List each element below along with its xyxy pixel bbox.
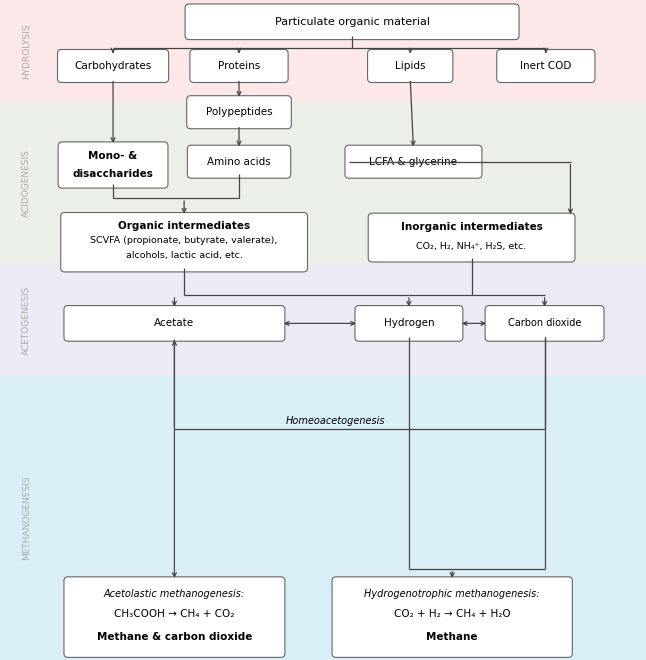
Text: Acetolastic methanogenesis:: Acetolastic methanogenesis: xyxy=(104,589,245,599)
Bar xyxy=(53,0,646,102)
Bar xyxy=(53,376,646,660)
Text: disaccharides: disaccharides xyxy=(72,169,154,180)
FancyBboxPatch shape xyxy=(497,50,595,82)
Text: HYDROLYSIS: HYDROLYSIS xyxy=(22,23,31,79)
Bar xyxy=(0,376,646,660)
FancyBboxPatch shape xyxy=(58,142,168,188)
Text: LCFA & glycerine: LCFA & glycerine xyxy=(370,156,457,167)
Text: Hydrogenotrophic methanogenesis:: Hydrogenotrophic methanogenesis: xyxy=(364,589,540,599)
Bar xyxy=(0,264,646,376)
Text: Acetate: Acetate xyxy=(154,318,194,329)
Bar xyxy=(53,264,646,376)
FancyBboxPatch shape xyxy=(64,577,285,657)
Text: METHANOGENESIS: METHANOGENESIS xyxy=(22,476,31,560)
Text: Lipids: Lipids xyxy=(395,61,426,71)
Text: ACIDOGENESIS: ACIDOGENESIS xyxy=(22,149,31,217)
Text: Carbohydrates: Carbohydrates xyxy=(74,61,152,71)
FancyBboxPatch shape xyxy=(187,96,291,129)
FancyBboxPatch shape xyxy=(185,4,519,40)
FancyBboxPatch shape xyxy=(368,50,453,82)
Text: Homeoacetogenesis: Homeoacetogenesis xyxy=(286,416,386,426)
Text: Methane & carbon dioxide: Methane & carbon dioxide xyxy=(97,632,252,642)
Bar xyxy=(53,102,646,264)
FancyBboxPatch shape xyxy=(190,50,288,82)
FancyBboxPatch shape xyxy=(187,145,291,178)
Text: Inert COD: Inert COD xyxy=(520,61,572,71)
FancyBboxPatch shape xyxy=(61,213,307,272)
Text: alcohols, lactic acid, etc.: alcohols, lactic acid, etc. xyxy=(126,251,242,260)
Bar xyxy=(0,102,646,264)
Text: Particulate organic material: Particulate organic material xyxy=(275,16,430,27)
Text: Inorganic intermediates: Inorganic intermediates xyxy=(401,222,543,232)
Text: Hydrogen: Hydrogen xyxy=(384,318,434,329)
FancyBboxPatch shape xyxy=(345,145,482,178)
Text: CH₃COOH → CH₄ + CO₂: CH₃COOH → CH₄ + CO₂ xyxy=(114,609,234,619)
Text: Amino acids: Amino acids xyxy=(207,156,271,167)
Text: Organic intermediates: Organic intermediates xyxy=(118,220,250,231)
FancyBboxPatch shape xyxy=(485,306,604,341)
FancyBboxPatch shape xyxy=(368,213,575,262)
Text: ACETOGENESIS: ACETOGENESIS xyxy=(22,285,31,355)
Text: Proteins: Proteins xyxy=(218,61,260,71)
FancyBboxPatch shape xyxy=(57,50,169,82)
FancyBboxPatch shape xyxy=(355,306,463,341)
Text: Methane: Methane xyxy=(426,632,478,642)
Text: SCVFA (propionate, butyrate, valerate),: SCVFA (propionate, butyrate, valerate), xyxy=(90,236,278,246)
FancyBboxPatch shape xyxy=(332,577,572,657)
Bar xyxy=(0,0,646,102)
FancyBboxPatch shape xyxy=(64,306,285,341)
Text: Carbon dioxide: Carbon dioxide xyxy=(508,318,581,329)
Text: CO₂, H₂, NH₄⁺, H₂S, etc.: CO₂, H₂, NH₄⁺, H₂S, etc. xyxy=(417,242,526,251)
Text: CO₂ + H₂ → CH₄ + H₂O: CO₂ + H₂ → CH₄ + H₂O xyxy=(394,609,510,619)
Text: Mono- &: Mono- & xyxy=(89,150,138,161)
Text: Polypeptides: Polypeptides xyxy=(205,107,273,117)
